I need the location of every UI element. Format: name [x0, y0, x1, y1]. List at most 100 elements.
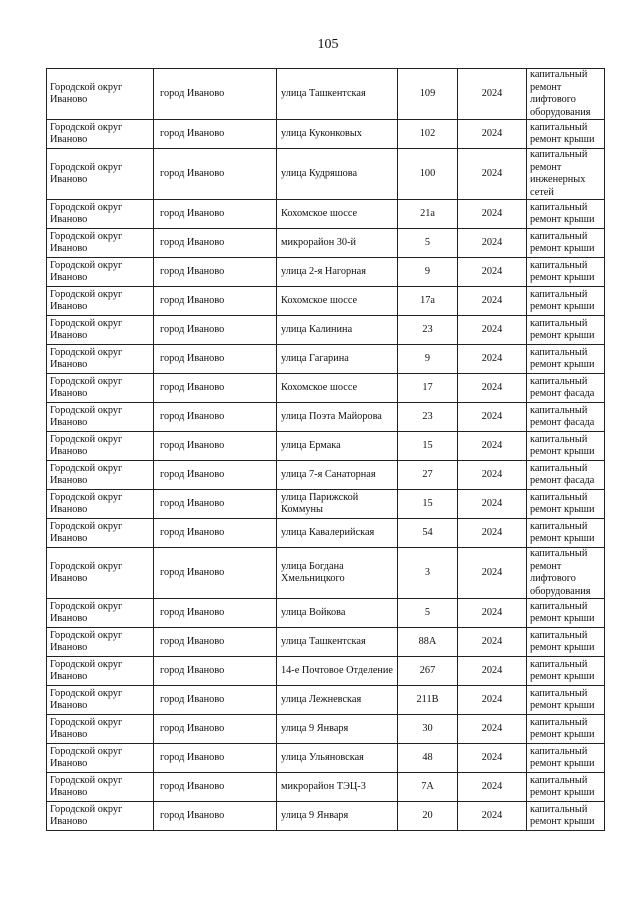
house-number-cell: 15: [397, 431, 458, 461]
street-cell: Кохомское шоссе: [276, 286, 398, 316]
street-cell: улица Кавалерийская: [276, 518, 398, 548]
year-cell: 2024: [457, 656, 527, 686]
city-cell: город Иваново: [153, 373, 277, 403]
city-cell: город Иваново: [153, 685, 277, 715]
house-number-cell: 17а: [397, 286, 458, 316]
work-type-cell: капитальный ремонт лифтового оборудовани…: [526, 68, 605, 120]
house-number-cell: 88А: [397, 627, 458, 657]
city-cell: город Иваново: [153, 714, 277, 744]
table-row: Городской округ Иваново город Иваново улиц…: [46, 315, 605, 345]
table-row: Городской округ Иваново город Иваново улиц…: [46, 460, 605, 490]
district-cell: Городской округ Иваново: [46, 148, 154, 200]
work-type-cell: капитальный ремонт крыши: [526, 257, 605, 287]
street-cell: улица 9 Января: [276, 714, 398, 744]
district-cell: Городской округ Иваново: [46, 518, 154, 548]
street-cell: Кохомское шоссе: [276, 373, 398, 403]
district-cell: Городской округ Иваново: [46, 373, 154, 403]
work-type-cell: капитальный ремонт крыши: [526, 685, 605, 715]
year-cell: 2024: [457, 460, 527, 490]
work-type-cell: капитальный ремонт крыши: [526, 656, 605, 686]
year-cell: 2024: [457, 772, 527, 802]
street-cell: улица Гагарина: [276, 344, 398, 374]
year-cell: 2024: [457, 402, 527, 432]
year-cell: 2024: [457, 518, 527, 548]
year-cell: 2024: [457, 228, 527, 258]
work-type-cell: капитальный ремонт крыши: [526, 431, 605, 461]
city-cell: город Иваново: [153, 547, 277, 599]
street-cell: 14-е Почтовое Отделение: [276, 656, 398, 686]
city-cell: город Иваново: [153, 344, 277, 374]
house-number-cell: 211В: [397, 685, 458, 715]
district-cell: Городской округ Иваново: [46, 685, 154, 715]
table-row: Городской округ Иваново город Иваново Кохо…: [46, 286, 605, 316]
work-type-cell: капитальный ремонт крыши: [526, 743, 605, 773]
work-type-cell: капитальный ремонт крыши: [526, 119, 605, 149]
table-row: Городской округ Иваново город Иваново улиц…: [46, 743, 605, 773]
district-cell: Городской округ Иваново: [46, 627, 154, 657]
work-type-cell: капитальный ремонт крыши: [526, 489, 605, 519]
table-row: Городской округ Иваново город Иваново улиц…: [46, 801, 605, 831]
district-cell: Городской округ Иваново: [46, 199, 154, 229]
work-type-cell: капитальный ремонт инженерных сетей: [526, 148, 605, 200]
house-number-cell: 30: [397, 714, 458, 744]
table-row: Городской округ Иваново город Иваново Кохо…: [46, 199, 605, 229]
house-number-cell: 100: [397, 148, 458, 200]
work-type-cell: капитальный ремонт крыши: [526, 627, 605, 657]
city-cell: город Иваново: [153, 656, 277, 686]
repair-schedule-table: Городской округ Иваново город Иваново улиц…: [46, 68, 605, 831]
table-row: Городской округ Иваново город Иваново улиц…: [46, 627, 605, 657]
year-cell: 2024: [457, 431, 527, 461]
work-type-cell: капитальный ремонт крыши: [526, 801, 605, 831]
house-number-cell: 54: [397, 518, 458, 548]
street-cell: улица Кудряшова: [276, 148, 398, 200]
district-cell: Городской округ Иваново: [46, 315, 154, 345]
work-type-cell: капитальный ремонт крыши: [526, 518, 605, 548]
city-cell: город Иваново: [153, 598, 277, 628]
district-cell: Городской округ Иваново: [46, 743, 154, 773]
district-cell: Городской округ Иваново: [46, 344, 154, 374]
district-cell: Городской округ Иваново: [46, 489, 154, 519]
district-cell: Городской округ Иваново: [46, 119, 154, 149]
street-cell: улица Ульяновская: [276, 743, 398, 773]
table-row: Городской округ Иваново город Иваново улиц…: [46, 489, 605, 519]
district-cell: Городской округ Иваново: [46, 257, 154, 287]
table-row: Городской округ Иваново город Иваново улиц…: [46, 402, 605, 432]
house-number-cell: 15: [397, 489, 458, 519]
house-number-cell: 17: [397, 373, 458, 403]
district-cell: Городской округ Иваново: [46, 547, 154, 599]
year-cell: 2024: [457, 801, 527, 831]
street-cell: улица Калинина: [276, 315, 398, 345]
table-row: Городской округ Иваново город Иваново улиц…: [46, 598, 605, 628]
city-cell: город Иваново: [153, 431, 277, 461]
city-cell: город Иваново: [153, 518, 277, 548]
street-cell: улица Лежневская: [276, 685, 398, 715]
city-cell: город Иваново: [153, 119, 277, 149]
district-cell: Городской округ Иваново: [46, 656, 154, 686]
table-row: Городской округ Иваново город Иваново улиц…: [46, 518, 605, 548]
year-cell: 2024: [457, 315, 527, 345]
year-cell: 2024: [457, 373, 527, 403]
year-cell: 2024: [457, 598, 527, 628]
work-type-cell: капитальный ремонт фасада: [526, 460, 605, 490]
table-row: Городской округ Иваново город Иваново улиц…: [46, 344, 605, 374]
city-cell: город Иваново: [153, 286, 277, 316]
house-number-cell: 102: [397, 119, 458, 149]
table-row: Городской округ Иваново город Иваново улиц…: [46, 119, 605, 149]
table-row: Городской округ Иваново город Иваново улиц…: [46, 714, 605, 744]
city-cell: город Иваново: [153, 402, 277, 432]
district-cell: Городской округ Иваново: [46, 460, 154, 490]
city-cell: город Иваново: [153, 772, 277, 802]
year-cell: 2024: [457, 714, 527, 744]
city-cell: город Иваново: [153, 460, 277, 490]
district-cell: Городской округ Иваново: [46, 714, 154, 744]
table-row: Городской округ Иваново город Иваново 14-е…: [46, 656, 605, 686]
district-cell: Городской округ Иваново: [46, 801, 154, 831]
table-row: Городской округ Иваново город Иваново улиц…: [46, 547, 605, 599]
street-cell: микрорайон 30-й: [276, 228, 398, 258]
year-cell: 2024: [457, 344, 527, 374]
house-number-cell: 267: [397, 656, 458, 686]
district-cell: Городской округ Иваново: [46, 228, 154, 258]
district-cell: Городской округ Иваново: [46, 286, 154, 316]
district-cell: Городской округ Иваново: [46, 431, 154, 461]
year-cell: 2024: [457, 685, 527, 715]
